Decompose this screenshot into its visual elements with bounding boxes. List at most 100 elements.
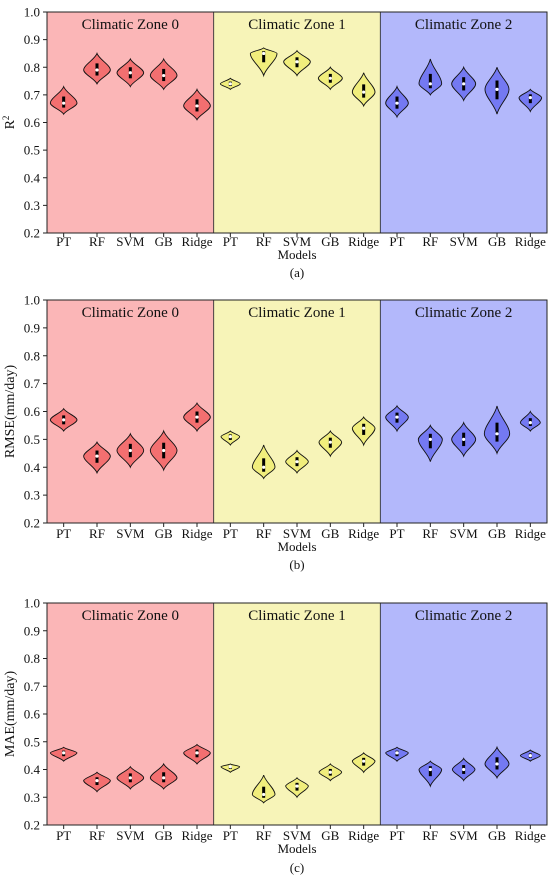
x-tick-label: Ridge <box>181 828 212 843</box>
median-marker <box>62 418 66 422</box>
y-tick-label: 0.3 <box>24 790 40 805</box>
panel-caption: (a) <box>290 265 304 280</box>
median-marker <box>328 440 332 444</box>
x-tick-label: Ridge <box>515 234 546 249</box>
x-tick-label: Ridge <box>515 526 546 541</box>
y-tick-label: 0.5 <box>24 432 40 447</box>
x-tick-label: Ridge <box>515 828 546 843</box>
median-marker <box>528 96 532 100</box>
median-marker <box>462 767 466 772</box>
median-marker <box>262 465 266 469</box>
median-marker <box>362 759 366 763</box>
y-tick-label: 1.0 <box>24 293 40 308</box>
zone-title: Climatic Zone 1 <box>248 608 345 624</box>
median-marker <box>428 82 432 86</box>
median-marker <box>195 104 199 108</box>
x-axis-title: Models <box>278 841 317 856</box>
median-marker <box>295 460 299 464</box>
zone-background <box>380 603 547 825</box>
median-marker <box>495 87 499 91</box>
zone-title: Climatic Zone 2 <box>415 608 512 624</box>
x-tick-label: GB <box>488 828 506 843</box>
y-tick-label: 0.9 <box>24 320 40 335</box>
x-tick-label: Ridge <box>348 828 379 843</box>
y-tick-label: 0.3 <box>24 488 40 503</box>
x-tick-label: SVM <box>116 828 145 843</box>
x-tick-label: SVM <box>116 234 145 249</box>
zone-background <box>380 300 547 523</box>
y-axis-title: RMSE(mm/day) <box>3 365 18 459</box>
median-marker <box>395 101 399 105</box>
x-tick-label: RF <box>256 526 272 541</box>
x-tick-label: GB <box>488 526 506 541</box>
x-tick-label: RF <box>422 828 438 843</box>
y-tick-label: 1.0 <box>24 5 40 20</box>
median-marker <box>228 82 232 86</box>
median-marker <box>162 448 166 453</box>
median-marker <box>128 448 132 453</box>
median-marker <box>62 751 66 755</box>
y-tick-label: 0.9 <box>24 623 40 638</box>
median-marker <box>295 60 299 64</box>
median-marker <box>228 765 232 769</box>
y-tick-label: 0.7 <box>24 376 41 391</box>
x-tick-label: PT <box>389 828 404 843</box>
y-tick-label: 0.6 <box>24 115 41 130</box>
y-tick-label: 1.0 <box>24 596 40 611</box>
y-tick-label: 0.7 <box>24 87 41 102</box>
x-tick-label: Ridge <box>181 526 212 541</box>
zone-background <box>47 603 214 825</box>
x-tick-label: RF <box>422 526 438 541</box>
y-tick-label: 0.9 <box>24 32 40 47</box>
y-tick-label: 0.2 <box>24 516 40 531</box>
median-marker <box>62 101 66 105</box>
x-tick-label: GB <box>321 828 339 843</box>
x-tick-label: RF <box>256 234 272 249</box>
y-tick-label: 0.2 <box>24 226 40 241</box>
x-tick-label: GB <box>488 234 506 249</box>
zone-title: Climatic Zone 0 <box>82 305 179 321</box>
median-marker <box>528 754 532 758</box>
median-marker <box>195 751 199 755</box>
x-tick-label: GB <box>155 526 173 541</box>
median-marker <box>95 68 99 72</box>
zone-title: Climatic Zone 1 <box>248 305 345 321</box>
x-tick-label: Ridge <box>181 234 212 249</box>
panel-0: Climatic Zone 0 Climatic Zone 1 Climatic Z… <box>1 5 548 280</box>
median-marker <box>262 792 266 797</box>
median-marker <box>228 434 232 439</box>
y-tick-label: 0.8 <box>24 348 40 363</box>
median-marker <box>362 90 366 94</box>
x-axis-title: Models <box>278 539 317 554</box>
median-marker <box>128 776 132 780</box>
median-marker <box>195 415 199 419</box>
y-tick-label: 0.4 <box>24 170 41 185</box>
x-tick-label: PT <box>389 526 404 541</box>
x-tick-label: PT <box>389 234 404 249</box>
median-marker <box>328 76 332 80</box>
zone-title: Climatic Zone 1 <box>248 17 345 33</box>
zone-background <box>47 300 214 523</box>
median-marker <box>528 421 532 425</box>
x-tick-label: SVM <box>450 234 479 249</box>
median-marker <box>95 779 99 783</box>
panel-1: Climatic Zone 0 Climatic Zone 1 Climatic Z… <box>3 293 548 572</box>
x-tick-label: RF <box>422 234 438 249</box>
x-tick-label: Ridge <box>348 526 379 541</box>
y-tick-label: 0.6 <box>24 707 41 722</box>
median-marker <box>395 415 399 419</box>
median-marker <box>395 751 399 755</box>
x-tick-label: SVM <box>283 526 312 541</box>
median-marker <box>295 784 299 788</box>
x-tick-label: PT <box>56 234 71 249</box>
x-tick-label: GB <box>321 234 339 249</box>
y-tick-label: 0.3 <box>24 198 40 213</box>
y-tick-label: 0.7 <box>24 679 41 694</box>
zone-background <box>213 300 381 523</box>
panel-caption: (b) <box>289 557 304 572</box>
zone-title: Climatic Zone 2 <box>415 17 512 33</box>
x-tick-label: Ridge <box>348 234 379 249</box>
x-tick-label: GB <box>155 234 173 249</box>
x-tick-label: PT <box>223 234 238 249</box>
